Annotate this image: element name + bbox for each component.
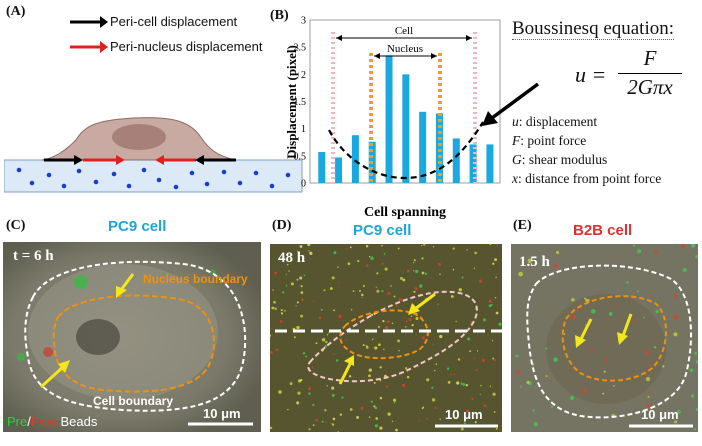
beads-legend: Pre/Post Beads bbox=[7, 414, 98, 429]
displacement-chart: 0 0.5 1 1.5 2 2.5 3 Cell Nucleus Displacement … bbox=[285, 16, 501, 220]
bar-11 bbox=[486, 144, 494, 183]
micrograph-d: 48 h 10 μm bbox=[270, 244, 502, 432]
bar-8 bbox=[435, 113, 443, 183]
micrograph-c: t = 6 h Nucleus boundary Cell boundary P… bbox=[3, 242, 261, 432]
y-tick-label: 0.5 bbox=[294, 151, 307, 162]
bar-2 bbox=[335, 157, 343, 183]
nucleus bbox=[112, 124, 166, 150]
cell-schematic bbox=[4, 117, 303, 193]
x-axis-label: Cell spanning bbox=[364, 205, 446, 220]
bar-6 bbox=[402, 74, 410, 183]
panel-d-scale: 10 μm bbox=[445, 407, 483, 422]
cell-boundary-label: Cell boundary bbox=[93, 394, 174, 408]
bar-9 bbox=[452, 138, 460, 183]
equation-formula: u = bbox=[575, 62, 607, 87]
panel-b-label: (B) bbox=[270, 8, 289, 23]
y-axis-label: Displacement (pixel) bbox=[285, 45, 299, 159]
bar-7 bbox=[419, 111, 427, 183]
var-u: u: displacement bbox=[512, 114, 598, 129]
panel-a-legend: Peri-cell displacement Peri-nucleus disp… bbox=[70, 14, 320, 64]
var-g: G: shear modulus bbox=[512, 152, 608, 167]
micrograph-e: 1.5 h 10 μm bbox=[511, 244, 698, 432]
equation-fraction: F 2Gπx bbox=[618, 46, 682, 100]
bar-1 bbox=[318, 152, 326, 183]
y-tick-label: 1.5 bbox=[294, 97, 307, 108]
var-f: F: point force bbox=[512, 133, 587, 148]
panel-d-label: (D) bbox=[272, 218, 292, 233]
pointer-arrow-icon bbox=[482, 82, 540, 126]
nucleus-boundary-label: Nucleus boundary bbox=[143, 272, 248, 286]
nucleus-label: Nucleus bbox=[387, 43, 423, 55]
var-x: x: distance from point force bbox=[512, 171, 662, 186]
legend-arrows-icon bbox=[70, 16, 108, 53]
panel-c-title: PC9 cell bbox=[108, 218, 167, 235]
bar-3 bbox=[351, 135, 359, 183]
y-tick-label: 3 bbox=[301, 16, 306, 27]
y-tick-label: 0 bbox=[301, 179, 306, 190]
y-tick-label: 2 bbox=[301, 70, 306, 81]
panel-c-label: (C) bbox=[6, 218, 26, 233]
panel-d-time: 48 h bbox=[278, 250, 306, 266]
panel-e-label: (E) bbox=[513, 218, 532, 233]
panel-c-scale: 10 μm bbox=[203, 406, 241, 421]
legend-peri-cell: Peri-cell displacement bbox=[110, 14, 238, 29]
equation-heading: Boussinesq equation: bbox=[512, 18, 675, 40]
legend-peri-nucleus: Peri-nucleus displacement bbox=[110, 39, 263, 54]
bar-5 bbox=[385, 55, 393, 183]
y-tick-label: 1 bbox=[301, 124, 306, 135]
panel-c-time: t = 6 h bbox=[13, 248, 54, 264]
panel-a-label: (A) bbox=[6, 4, 26, 19]
beads bbox=[16, 167, 291, 190]
panel-e-title: B2B cell bbox=[573, 222, 633, 239]
panel-e-time: 1.5 h bbox=[519, 254, 550, 270]
panel-e-scale: 10 μm bbox=[641, 407, 679, 422]
fit-curve bbox=[328, 121, 484, 180]
y-tick-label: 2.5 bbox=[294, 43, 307, 54]
variable-list: u: displacement F: point force G: shear … bbox=[512, 112, 661, 188]
panel-d-title: PC9 cell bbox=[353, 222, 412, 239]
cell-label: Cell bbox=[395, 25, 413, 37]
